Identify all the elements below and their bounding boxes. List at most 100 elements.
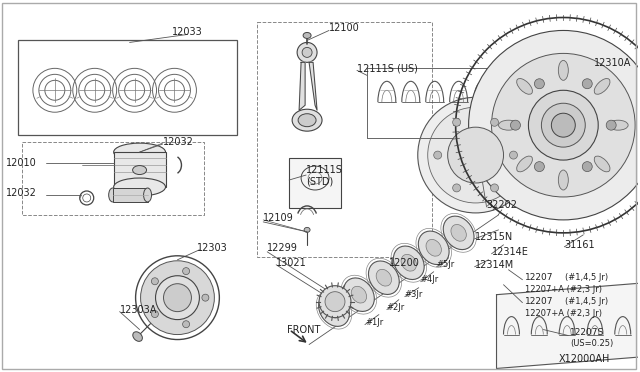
Circle shape — [452, 184, 461, 192]
Circle shape — [319, 286, 351, 318]
Bar — [18, 41, 237, 135]
Bar — [289, 158, 341, 208]
Ellipse shape — [516, 78, 532, 94]
Circle shape — [182, 321, 189, 328]
Circle shape — [156, 276, 200, 320]
Ellipse shape — [608, 120, 628, 130]
Ellipse shape — [369, 261, 399, 295]
Ellipse shape — [304, 227, 310, 232]
Circle shape — [202, 294, 209, 301]
Text: #2Jr: #2Jr — [387, 303, 405, 312]
Circle shape — [529, 90, 598, 160]
Ellipse shape — [444, 216, 474, 250]
Ellipse shape — [558, 170, 568, 190]
Circle shape — [418, 97, 533, 213]
Circle shape — [152, 278, 158, 285]
Ellipse shape — [292, 109, 322, 131]
Ellipse shape — [594, 156, 610, 172]
Text: #4Jr: #4Jr — [420, 275, 439, 284]
Text: #3Jr: #3Jr — [404, 290, 423, 299]
Circle shape — [606, 120, 616, 130]
Circle shape — [434, 151, 442, 159]
Text: 13021: 13021 — [276, 258, 307, 268]
Text: (US=0.25): (US=0.25) — [570, 339, 614, 348]
Ellipse shape — [376, 269, 392, 286]
Circle shape — [468, 31, 640, 220]
Ellipse shape — [344, 278, 374, 311]
Circle shape — [490, 184, 499, 192]
Text: 12310A: 12310A — [594, 58, 632, 68]
Text: 12299: 12299 — [268, 243, 298, 253]
Polygon shape — [309, 62, 317, 110]
Circle shape — [325, 292, 345, 312]
Ellipse shape — [419, 231, 449, 264]
Text: 12033: 12033 — [172, 28, 203, 38]
Text: 12111S (US): 12111S (US) — [357, 63, 418, 73]
Ellipse shape — [319, 293, 349, 326]
Circle shape — [163, 284, 191, 312]
Ellipse shape — [351, 286, 367, 303]
Text: 12207+A (#2,3 Jr): 12207+A (#2,3 Jr) — [525, 285, 602, 294]
Text: X12000AH: X12000AH — [558, 355, 610, 365]
Bar — [114, 152, 166, 187]
Bar — [113, 188, 148, 202]
Circle shape — [452, 118, 461, 126]
Circle shape — [152, 311, 158, 318]
Ellipse shape — [426, 240, 442, 256]
Text: 12314E: 12314E — [492, 247, 529, 257]
Polygon shape — [299, 62, 305, 110]
Circle shape — [534, 79, 545, 89]
Text: #1Jr: #1Jr — [365, 318, 383, 327]
Text: (#1,4,5 Jr): (#1,4,5 Jr) — [565, 273, 609, 282]
Text: 12109: 12109 — [263, 213, 294, 223]
Circle shape — [552, 113, 575, 137]
Circle shape — [492, 54, 635, 197]
Circle shape — [490, 118, 499, 126]
Ellipse shape — [499, 120, 518, 130]
Text: 31161: 31161 — [564, 240, 595, 250]
Circle shape — [541, 103, 585, 147]
Ellipse shape — [394, 246, 424, 279]
Ellipse shape — [298, 114, 316, 127]
Ellipse shape — [303, 32, 311, 38]
Ellipse shape — [594, 78, 610, 94]
Ellipse shape — [326, 301, 342, 318]
Text: 12100: 12100 — [329, 23, 360, 33]
Text: 12303A: 12303A — [120, 305, 157, 315]
Circle shape — [511, 120, 520, 130]
Circle shape — [509, 151, 518, 159]
Circle shape — [582, 162, 592, 171]
Text: #5Jr: #5Jr — [436, 260, 455, 269]
Text: 32202: 32202 — [486, 200, 518, 210]
Text: 12315N: 12315N — [475, 232, 513, 242]
Text: 12010: 12010 — [6, 158, 36, 168]
Ellipse shape — [109, 188, 116, 202]
Ellipse shape — [114, 143, 166, 161]
Text: 12207: 12207 — [525, 297, 554, 306]
Ellipse shape — [516, 156, 532, 172]
Text: 12032: 12032 — [6, 188, 37, 198]
Circle shape — [302, 47, 312, 57]
Circle shape — [534, 162, 545, 171]
Text: FRONT: FRONT — [287, 325, 321, 334]
Ellipse shape — [132, 166, 147, 174]
Ellipse shape — [401, 254, 417, 271]
Text: 12200: 12200 — [389, 258, 420, 268]
Text: 12111S: 12111S — [306, 165, 343, 175]
Ellipse shape — [451, 224, 467, 241]
Text: 12303: 12303 — [197, 243, 228, 253]
Circle shape — [428, 107, 524, 203]
Ellipse shape — [143, 188, 152, 202]
Circle shape — [447, 127, 504, 183]
Ellipse shape — [558, 60, 568, 80]
Text: 12207S: 12207S — [570, 328, 605, 337]
Text: (STD): (STD) — [306, 176, 333, 186]
Text: 12207: 12207 — [525, 273, 554, 282]
Text: (#1,4,5 Jr): (#1,4,5 Jr) — [565, 297, 609, 306]
Text: 12207+A (#2,3 Jr): 12207+A (#2,3 Jr) — [525, 309, 602, 318]
Ellipse shape — [615, 80, 625, 92]
Text: 12032: 12032 — [163, 137, 193, 147]
Ellipse shape — [114, 178, 166, 196]
Circle shape — [182, 267, 189, 275]
Ellipse shape — [132, 332, 142, 341]
